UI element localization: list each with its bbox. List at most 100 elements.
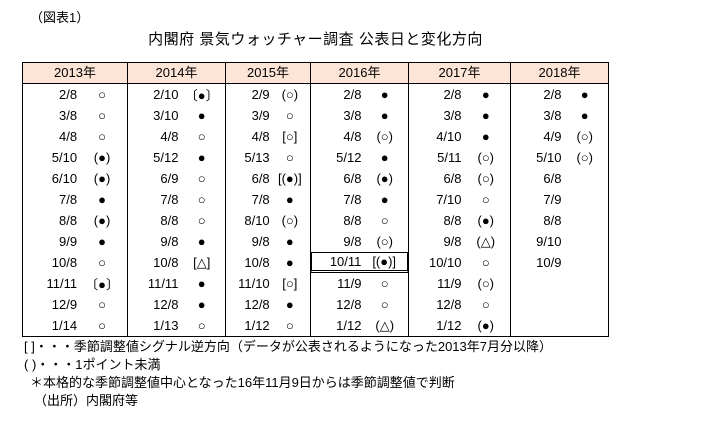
- publication-date: 1/14: [51, 318, 78, 333]
- year-column-2015: 2015年 2/9 (○) 3/9 ○ 4/8 [○] 5/13 ○ 6/8 [(●)] 7/8 ● 8/…: [225, 63, 310, 336]
- date-cell: 3/8 ●: [409, 105, 510, 126]
- date-cell: 11/9 ○: [311, 273, 408, 294]
- date-cell: 9/8 (○): [311, 231, 408, 252]
- date-cell: 8/8: [511, 210, 608, 231]
- direction-mark: ○: [98, 255, 106, 270]
- direction-mark: (●): [376, 171, 393, 186]
- year-column-2016: 2016年 2/8 ● 3/8 ● 4/8 (○) 5/12 ● 6/8 (●) 7/8 ● 8/8 ○ 9/…: [310, 63, 408, 336]
- publication-date: 12/8: [336, 297, 362, 312]
- footnote-parentheses: ( )・・・1ポイント未満: [24, 357, 161, 372]
- date-cell: 2/10 〔●〕: [128, 84, 225, 105]
- date-cell: 10/10 ○: [409, 252, 510, 273]
- direction-mark: ○: [380, 213, 389, 228]
- direction-mark: ○: [481, 255, 490, 270]
- direction-mark: ●: [197, 150, 206, 165]
- direction-mark: ●: [285, 255, 294, 270]
- date-cell: 1/14 ○: [23, 315, 127, 336]
- publication-date: 2/8: [443, 87, 462, 102]
- date-cell: 7/10 ○: [409, 189, 510, 210]
- date-cell: 6/8 (○): [409, 168, 510, 189]
- direction-mark: ●: [481, 129, 490, 144]
- direction-mark: ●: [285, 234, 294, 249]
- publication-date: 7/10: [436, 192, 462, 207]
- direction-mark: ●: [481, 108, 490, 123]
- publication-date: 6/8: [443, 171, 462, 186]
- publication-date: 1/13: [153, 318, 179, 333]
- date-cell: 4/8 ○: [23, 126, 127, 147]
- direction-mark: (●): [93, 171, 111, 186]
- publication-date: 9/10: [536, 234, 562, 249]
- footnotes: [ ]・・・季節調整値シグナル逆方向（データが公表されるようになった2013年7…: [24, 338, 684, 410]
- publication-date: 4/9: [543, 129, 562, 144]
- publication-date: 12/9: [51, 297, 78, 312]
- direction-mark: (○): [281, 213, 299, 228]
- date-cell: 9/8 (△): [409, 231, 510, 252]
- direction-mark: ●: [380, 150, 389, 165]
- publication-date: 9/8: [251, 234, 270, 249]
- direction-mark: 〔●〕: [85, 277, 119, 292]
- publication-date: 4/10: [436, 129, 462, 144]
- date-cell: 10/8 ●: [226, 252, 310, 273]
- publication-date: 11/10: [238, 276, 270, 291]
- date-cell: 7/8 ●: [311, 189, 408, 210]
- year-header: 2018年: [511, 63, 608, 84]
- publication-date: 3/9: [251, 108, 270, 123]
- direction-mark: ○: [481, 192, 490, 207]
- publication-date: 10/10: [428, 255, 462, 270]
- publication-date: 10/8: [244, 255, 270, 270]
- date-cell: 11/11 ●: [128, 273, 225, 294]
- date-cell: 10/8 ○: [23, 252, 127, 273]
- date-cell: 6/10 (●): [23, 168, 127, 189]
- direction-mark: (○): [477, 150, 494, 165]
- date-cell: 2/8 ●: [311, 84, 408, 105]
- date-cell: 8/8 (●): [23, 210, 127, 231]
- publication-date: 11/9: [437, 276, 462, 291]
- date-cell: 6/8: [511, 168, 608, 189]
- year-column-2014: 2014年 2/10 〔●〕 3/10 ● 4/8 ○ 5/12 ● 6/9 ○ 7/8 ○ 8/8 ○ 9/…: [127, 63, 225, 336]
- direction-mark: ○: [98, 108, 106, 123]
- year-header: 2015年: [226, 63, 310, 84]
- direction-mark: (○): [477, 276, 494, 291]
- direction-mark: (△): [476, 233, 496, 249]
- date-cell: 7/9: [511, 189, 608, 210]
- year-header: 2017年: [409, 63, 510, 84]
- direction-mark: ○: [380, 297, 389, 312]
- publication-date: 3/8: [443, 108, 462, 123]
- publication-date: 1/12: [336, 318, 362, 333]
- publication-date: 5/11: [437, 150, 462, 165]
- date-cell: 7/8 ●: [226, 189, 310, 210]
- direction-mark: ●: [197, 234, 206, 249]
- publication-date: 4/8: [343, 129, 362, 144]
- date-cell: 5/12 ●: [128, 147, 225, 168]
- direction-mark: 〔●〕: [184, 88, 219, 103]
- direction-mark: (●): [477, 318, 494, 333]
- date-cell: 1/12 ○: [226, 315, 310, 336]
- direction-mark: ●: [98, 234, 106, 249]
- publication-date: 6/8: [543, 171, 562, 186]
- direction-mark: ○: [197, 171, 206, 186]
- year-column-2017: 2017年 2/8 ● 3/8 ● 4/10 ● 5/11 (○) 6/8 (○) 7/10 ○ 8/8 (…: [408, 63, 510, 336]
- publication-date: 10/8: [153, 255, 179, 270]
- date-cell: [511, 273, 608, 294]
- publication-date: 9/8: [343, 234, 362, 249]
- publication-date: 9/8: [443, 234, 462, 249]
- footnote-source: （出所）内閣府等: [34, 393, 139, 408]
- publication-date: 7/9: [543, 192, 562, 207]
- direction-mark: [○]: [282, 129, 298, 144]
- date-cell: [511, 294, 608, 315]
- publication-date: 9/9: [59, 234, 78, 249]
- publication-date: 7/8: [59, 192, 78, 207]
- date-cell: 12/8 ●: [128, 294, 225, 315]
- date-cell: 10/8 [△]: [128, 252, 225, 273]
- year-header: 2014年: [128, 63, 225, 84]
- publication-date: 4/8: [59, 129, 78, 144]
- direction-mark: ●: [197, 276, 206, 291]
- direction-mark: [○]: [282, 276, 298, 291]
- publication-date: 3/8: [543, 108, 562, 123]
- direction-mark: ○: [98, 297, 106, 312]
- direction-mark: (△): [375, 317, 395, 333]
- publication-date: 8/8: [543, 213, 562, 228]
- direction-mark: ○: [285, 318, 294, 333]
- publication-date: 2/8: [343, 87, 362, 102]
- direction-mark: (○): [576, 150, 593, 165]
